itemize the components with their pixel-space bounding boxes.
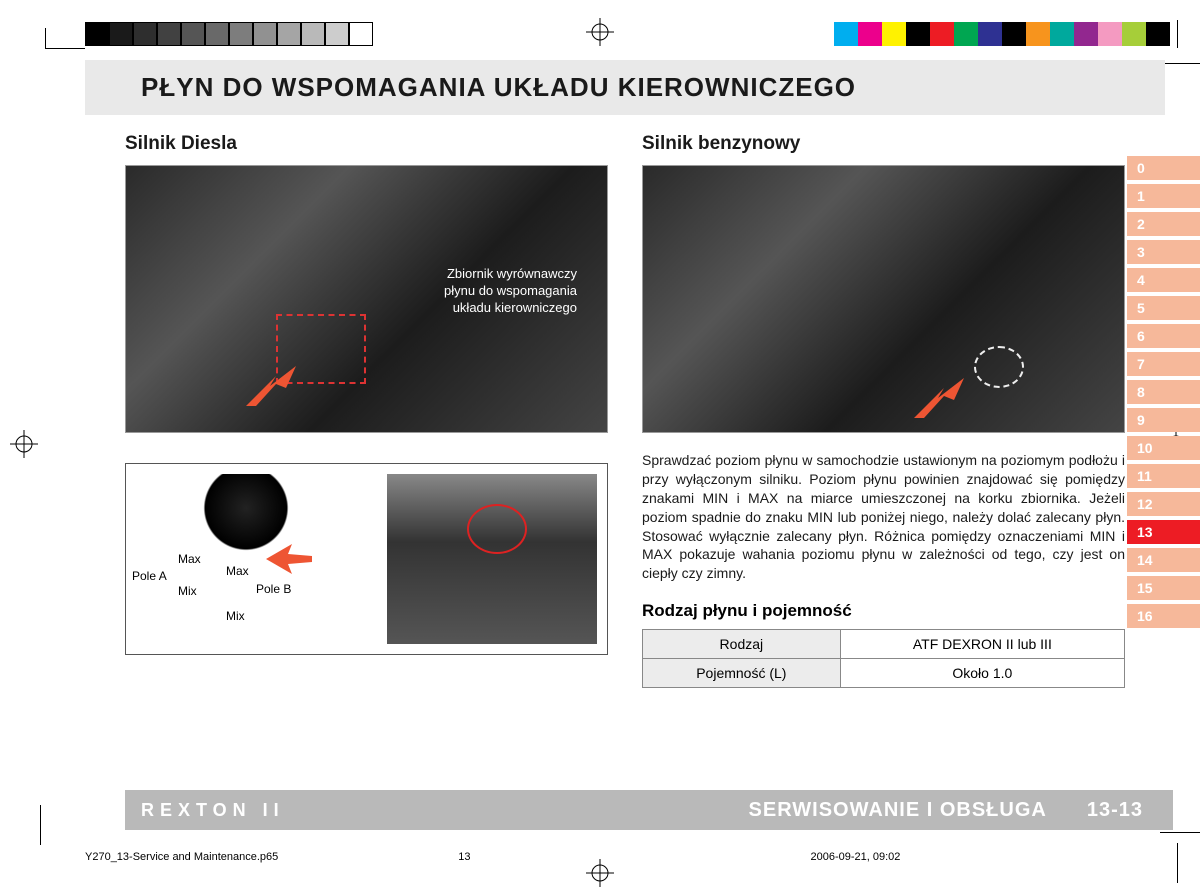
fluid-table-heading: Rodzaj płynu i pojemność — [642, 601, 1125, 621]
crop-mark — [45, 48, 85, 49]
footer-bar: REXTON II SERWISOWANIE I OBSŁUGA 13-13 — [125, 790, 1173, 830]
arrow-icon — [914, 378, 964, 418]
highlight-circle — [467, 504, 527, 554]
registration-mark-bottom — [586, 859, 614, 887]
right-column: Silnik benzynowy Sprawdzać poziom płynu … — [642, 133, 1125, 688]
chapter-tab-6[interactable]: 6 — [1127, 324, 1200, 348]
manual-page: PŁYN DO WSPOMAGANIA UKŁADU KIEROWNICZEGO… — [85, 60, 1165, 840]
page-number: 13-13 — [1087, 799, 1143, 822]
crop-mark — [1177, 20, 1178, 48]
chapter-tab-14[interactable]: 14 — [1127, 548, 1200, 572]
crop-mark — [1160, 832, 1200, 833]
brand-logo: REXTON II — [141, 800, 285, 821]
chapter-tab-4[interactable]: 4 — [1127, 268, 1200, 292]
table-cell: Rodzaj — [643, 630, 841, 659]
chapter-tab-8[interactable]: 8 — [1127, 380, 1200, 404]
instruction-paragraph: Sprawdzać poziom płynu w samochodzie ust… — [642, 451, 1125, 583]
diesel-engine-photo: Zbiornik wyrównawczypłynu do wspomagania… — [125, 165, 608, 433]
arrow-icon — [246, 366, 296, 406]
table-row: Rodzaj ATF DEXRON II lub III — [643, 630, 1125, 659]
chapter-tab-5[interactable]: 5 — [1127, 296, 1200, 320]
meta-file: Y270_13-Service and Maintenance.p65 — [85, 851, 278, 863]
reservoir-cap-photo — [387, 474, 597, 644]
print-meta: Y270_13-Service and Maintenance.p65 13 2… — [85, 851, 900, 863]
registration-mark-top — [586, 18, 614, 46]
petrol-engine-photo — [642, 165, 1125, 433]
chapter-tabs: 012345678910111213141516 — [1127, 156, 1200, 628]
crop-mark — [40, 805, 41, 845]
chapter-tab-3[interactable]: 3 — [1127, 240, 1200, 264]
label-max: Max — [226, 564, 249, 578]
chapter-tab-15[interactable]: 15 — [1127, 576, 1200, 600]
fluid-spec-table: Rodzaj ATF DEXRON II lub III Pojemność (… — [642, 629, 1125, 688]
chapter-tab-16[interactable]: 16 — [1127, 604, 1200, 628]
chapter-tab-13[interactable]: 13 — [1127, 520, 1200, 544]
page-title: PŁYN DO WSPOMAGANIA UKŁADU KIEROWNICZEGO — [141, 72, 1109, 103]
label-pole-b: Pole B — [256, 582, 291, 596]
crop-mark — [1160, 63, 1200, 64]
registration-mark-left — [10, 430, 38, 458]
reservoir-label: Zbiornik wyrównawczypłynu do wspomagania… — [444, 266, 577, 317]
chapter-tab-9[interactable]: 9 — [1127, 408, 1200, 432]
arrow-icon — [266, 544, 312, 574]
chapter-tab-11[interactable]: 11 — [1127, 464, 1200, 488]
crop-mark — [1177, 843, 1178, 883]
petrol-heading: Silnik benzynowy — [642, 133, 1125, 155]
chapter-tab-12[interactable]: 12 — [1127, 492, 1200, 516]
table-cell: Około 1.0 — [840, 659, 1124, 688]
meta-page: 13 — [458, 851, 470, 863]
chapter-tab-2[interactable]: 2 — [1127, 212, 1200, 236]
chapter-tab-10[interactable]: 10 — [1127, 436, 1200, 460]
section-title: SERWISOWANIE I OBSŁUGA — [749, 799, 1047, 822]
label-mix: Mix — [226, 609, 245, 623]
table-cell: ATF DEXRON II lub III — [840, 630, 1124, 659]
chapter-tab-7[interactable]: 7 — [1127, 352, 1200, 376]
left-column: Silnik Diesla Zbiornik wyrównawczypłynu … — [125, 133, 608, 688]
highlight-circle — [974, 346, 1024, 388]
chapter-tab-0[interactable]: 0 — [1127, 156, 1200, 180]
page-title-bar: PŁYN DO WSPOMAGANIA UKŁADU KIEROWNICZEGO — [85, 60, 1165, 115]
crop-mark — [45, 28, 46, 48]
table-row: Pojemność (L) Około 1.0 — [643, 659, 1125, 688]
table-cell: Pojemność (L) — [643, 659, 841, 688]
label-max: Max — [178, 552, 201, 566]
meta-date: 2006-09-21, 09:02 — [811, 851, 901, 863]
dipstick-diagram: Pole A Max Mix Max Pole B Mix — [125, 463, 608, 655]
chapter-tab-1[interactable]: 1 — [1127, 184, 1200, 208]
diesel-heading: Silnik Diesla — [125, 133, 608, 155]
label-pole-a: Pole A — [132, 569, 167, 583]
label-mix: Mix — [178, 584, 197, 598]
